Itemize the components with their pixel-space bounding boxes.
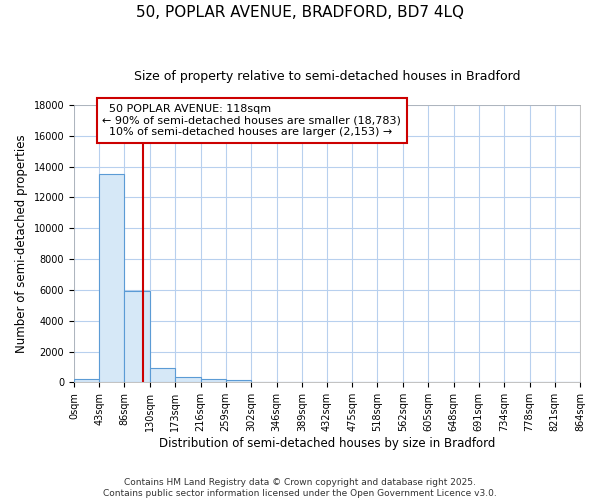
Bar (175, 378, 200, 382)
Y-axis label: Number of semi-detached properties: Number of semi-detached properties (15, 134, 28, 353)
Bar (124, 292, 150, 382)
Text: Contains HM Land Registry data © Crown copyright and database right 2025.
Contai: Contains HM Land Registry data © Crown c… (103, 478, 497, 498)
Bar (226, 380, 251, 382)
Title: Size of property relative to semi-detached houses in Bradford: Size of property relative to semi-detach… (134, 70, 520, 83)
Text: 50 POPLAR AVENUE: 118sqm
← 90% of semi-detached houses are smaller (18,783)
  10: 50 POPLAR AVENUE: 118sqm ← 90% of semi-d… (102, 104, 401, 137)
X-axis label: Distribution of semi-detached houses by size in Bradford: Distribution of semi-detached houses by … (159, 437, 495, 450)
Bar (200, 380, 226, 382)
Bar (74, 379, 99, 382)
Bar (150, 368, 175, 382)
Bar (99, 174, 124, 382)
Text: 50, POPLAR AVENUE, BRADFORD, BD7 4LQ: 50, POPLAR AVENUE, BRADFORD, BD7 4LQ (136, 5, 464, 20)
